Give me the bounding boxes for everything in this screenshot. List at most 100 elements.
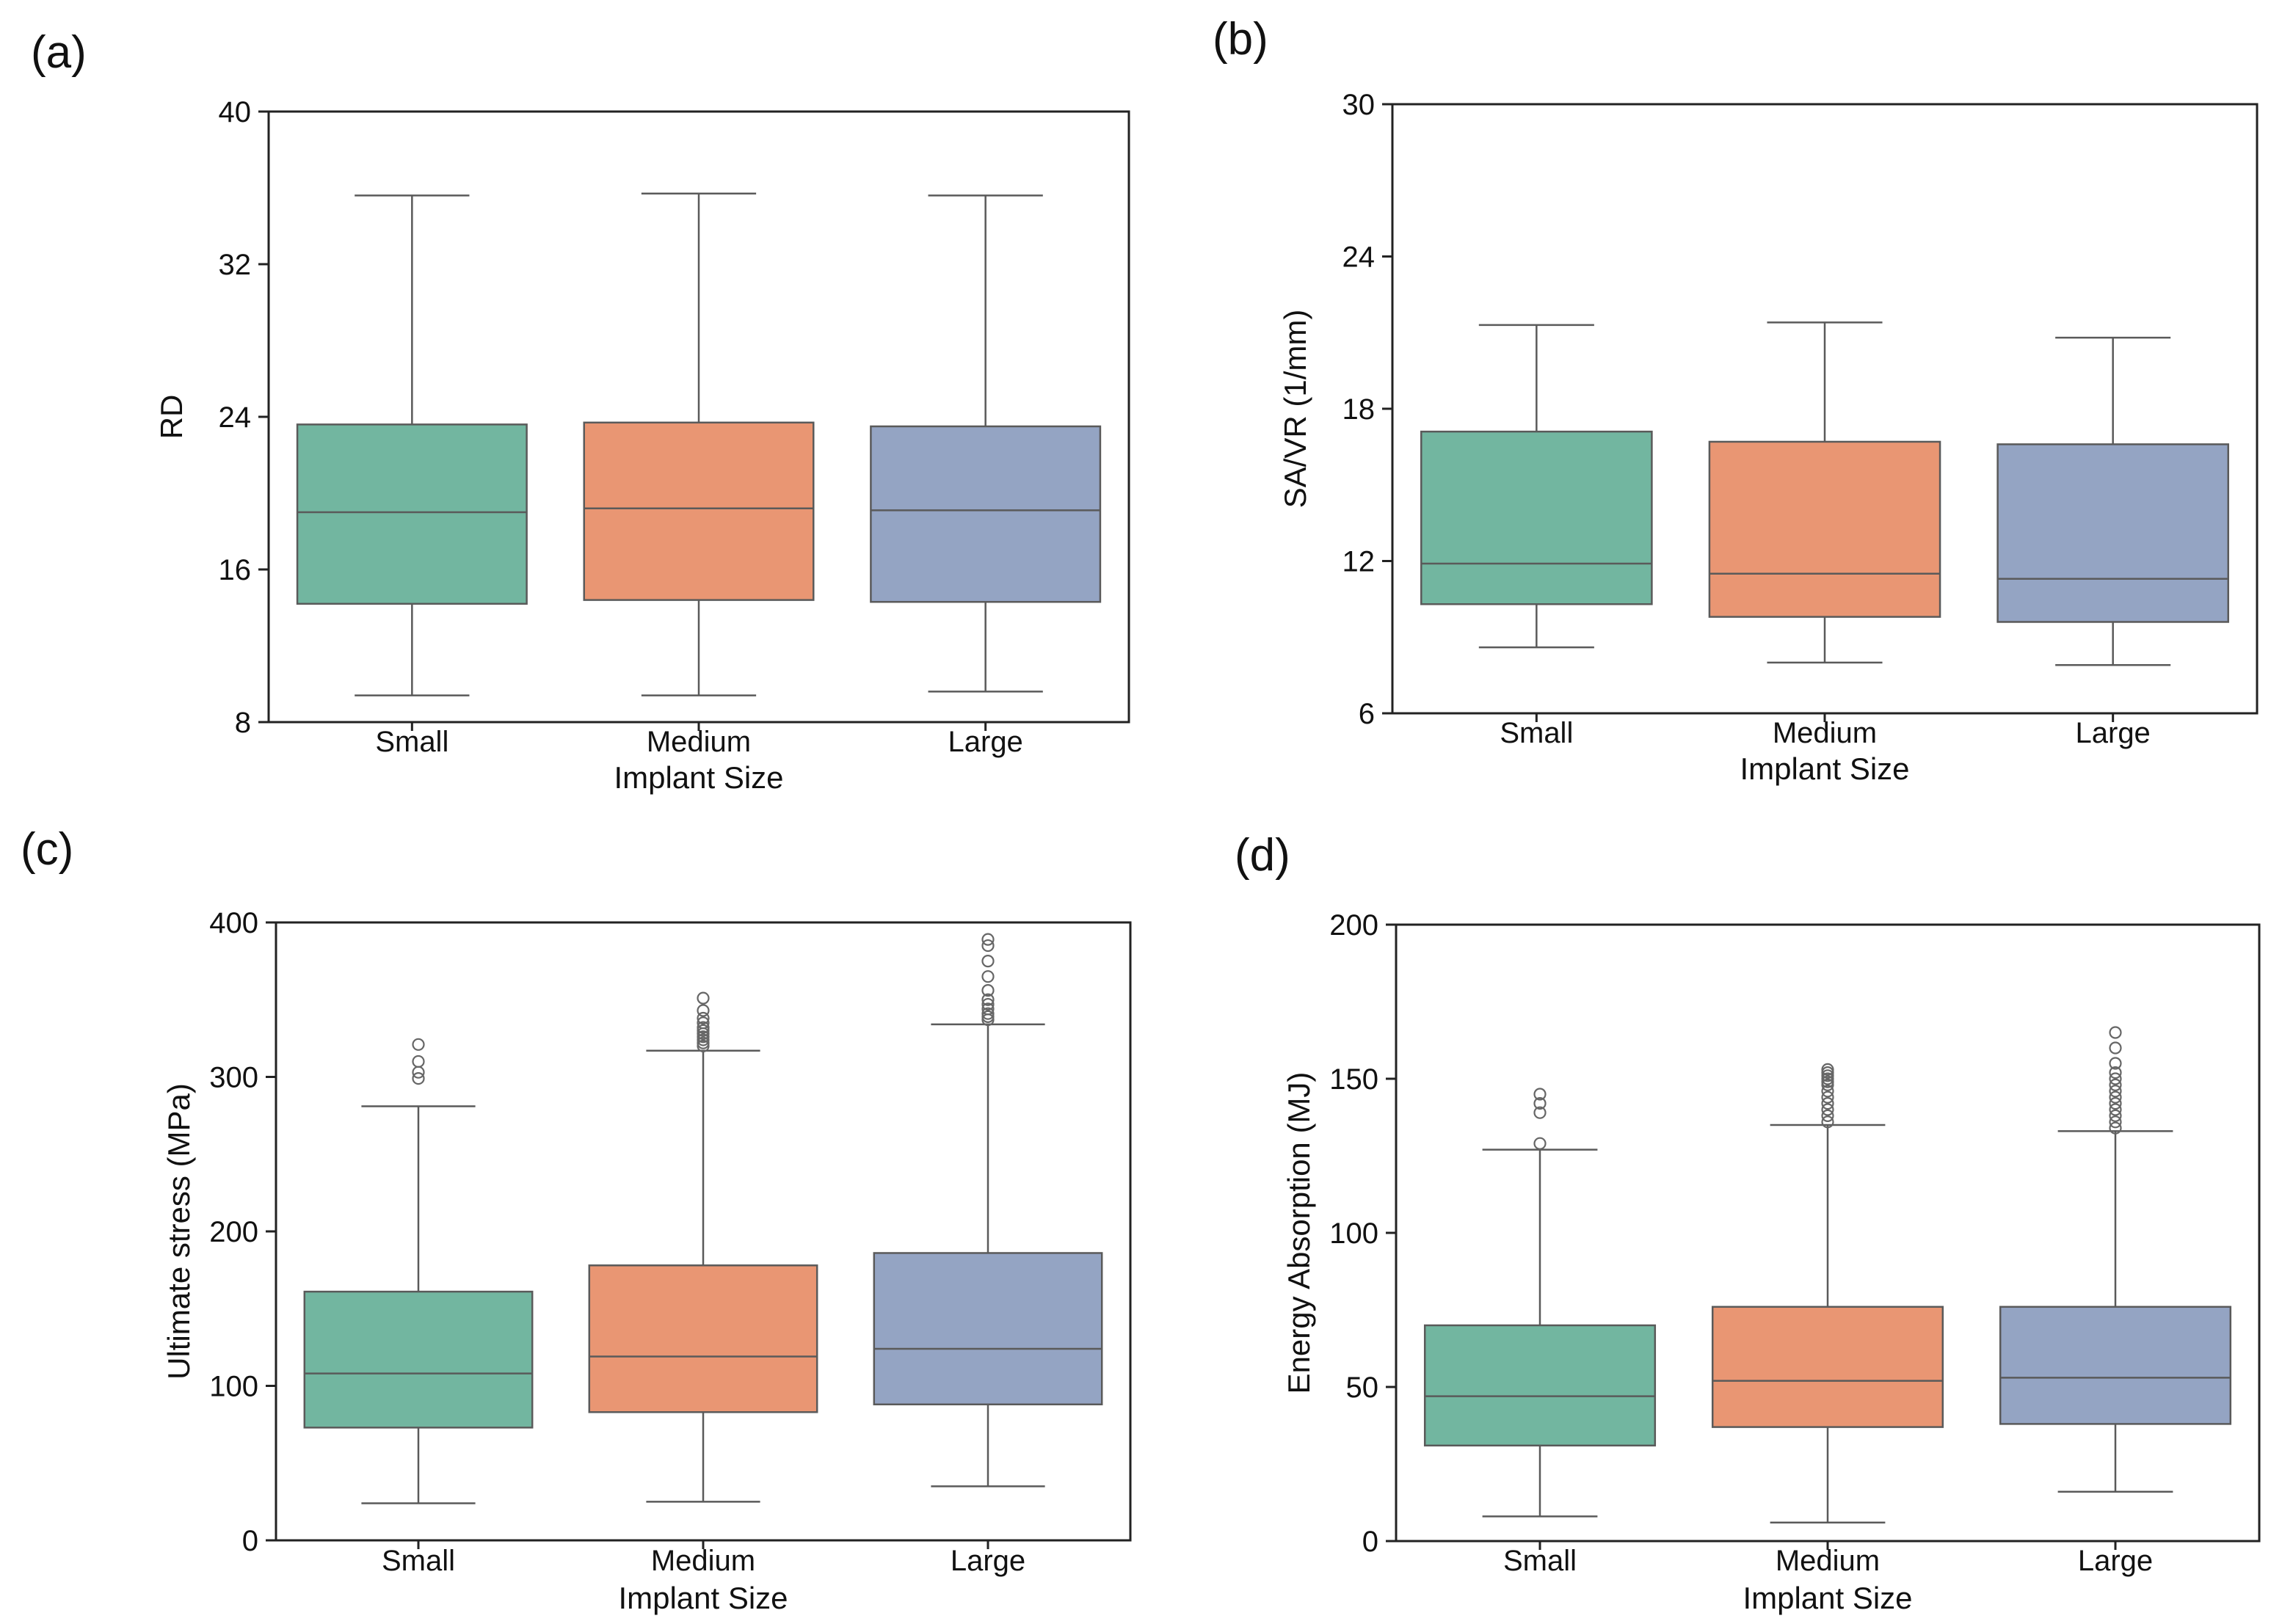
plot-frame xyxy=(1391,103,2259,715)
outlier-point xyxy=(2109,1085,2122,1098)
outlier-point xyxy=(2109,1057,2122,1070)
box-large xyxy=(1999,1026,2232,1493)
y-tick-label: 200 xyxy=(209,1216,258,1248)
outlier-point xyxy=(981,939,995,953)
iqr-box xyxy=(583,421,815,601)
box-medium xyxy=(588,991,818,1503)
y-tick-label: 400 xyxy=(209,907,258,939)
x-tick-label: Small xyxy=(375,726,448,758)
x-tick-label: Large xyxy=(948,726,1023,758)
outlier-point xyxy=(981,955,995,968)
outlier-point xyxy=(412,1072,425,1085)
outlier-point xyxy=(2109,1078,2122,1092)
outlier-point xyxy=(697,991,710,1005)
box-medium xyxy=(1708,321,1941,664)
x-tick-label: Large xyxy=(951,1545,1025,1577)
y-tick-label: 12 xyxy=(1342,546,1376,578)
outlier-point xyxy=(412,1038,425,1051)
y-axis-title: RD xyxy=(154,395,189,440)
box-small xyxy=(1420,324,1653,649)
outlier-point xyxy=(697,1021,710,1034)
y-tick-label: 30 xyxy=(1342,89,1376,121)
y-tick-label: 24 xyxy=(219,401,252,434)
x-tick-label: Medium xyxy=(1776,1545,1880,1577)
y-axis-title: Ultimate stress (MPa) xyxy=(161,1083,196,1380)
box-medium xyxy=(583,192,815,696)
x-axis-title: Implant Size xyxy=(618,1581,788,1615)
outlier-point xyxy=(1821,1115,1834,1129)
box-large xyxy=(1996,336,2229,666)
box-large xyxy=(870,194,1102,693)
plot-frame xyxy=(1395,923,2261,1543)
outlier-point xyxy=(981,1007,995,1020)
x-tick-label: Large xyxy=(2076,717,2151,749)
outlier-point xyxy=(697,1036,710,1049)
x-tick-label: Small xyxy=(1503,1545,1577,1577)
x-tick-label: Small xyxy=(382,1545,455,1577)
y-tick-label: 100 xyxy=(209,1371,258,1403)
outlier-point xyxy=(697,1004,710,1017)
y-tick-label: 6 xyxy=(1359,698,1375,730)
y-tick-label: 40 xyxy=(219,96,252,128)
outlier-point xyxy=(2109,1090,2122,1104)
panel-label: (d) xyxy=(1235,830,1290,881)
x-axis-title: Implant Size xyxy=(1743,1581,1912,1615)
outlier-point xyxy=(2109,1103,2122,1116)
y-tick-label: 0 xyxy=(1362,1526,1378,1558)
box-small xyxy=(296,194,528,696)
y-tick-label: 0 xyxy=(242,1525,258,1557)
y-tick-label: 300 xyxy=(209,1062,258,1094)
y-tick-label: 32 xyxy=(219,249,252,281)
y-tick-label: 18 xyxy=(1342,393,1376,426)
outlier-point xyxy=(412,1055,425,1068)
outlier-point xyxy=(697,1024,710,1037)
panel-label: (a) xyxy=(31,27,87,78)
outlier-point xyxy=(1533,1137,1547,1150)
outlier-point xyxy=(2109,1096,2122,1110)
x-axis-title: Implant Size xyxy=(614,760,783,795)
x-tick-label: Large xyxy=(2078,1545,2153,1577)
plot-frame xyxy=(275,921,1132,1542)
x-axis-title: Implant Size xyxy=(1740,751,1909,786)
iqr-box xyxy=(303,1290,534,1429)
chart-panel-1: (a) 8 16 24 32 40 RD Small Medium Large Implant Si… xyxy=(31,27,1130,795)
outlier-point xyxy=(2109,1072,2122,1085)
iqr-box xyxy=(873,1252,1103,1406)
outlier-point xyxy=(2109,1066,2122,1079)
x-tick-label: Medium xyxy=(647,726,751,758)
chart-panel-2: (b) 6 12 18 24 30 SA/VR (1/mm) Small Medium Large… xyxy=(1213,14,2259,786)
box-medium xyxy=(1711,1063,1944,1524)
outlier-point xyxy=(1821,1063,1834,1077)
box-small xyxy=(1423,1088,1657,1518)
x-tick-label: Medium xyxy=(1773,717,1877,749)
x-tick-label: Medium xyxy=(651,1545,755,1577)
y-axis-title: SA/VR (1/mm) xyxy=(1278,310,1312,509)
outlier-point xyxy=(1533,1106,1547,1119)
outlier-point xyxy=(1821,1085,1834,1098)
outlier-point xyxy=(981,993,995,1006)
outlier-point xyxy=(697,1033,710,1046)
outlier-point xyxy=(2109,1026,2122,1039)
outlier-point xyxy=(2109,1121,2122,1135)
outlier-point xyxy=(1821,1109,1834,1123)
outlier-point xyxy=(2109,1115,2122,1129)
plot-frame xyxy=(267,110,1130,724)
iqr-box xyxy=(1999,1306,2232,1425)
outlier-point xyxy=(2109,1109,2122,1123)
y-tick-label: 200 xyxy=(1329,909,1378,942)
outlier-point xyxy=(981,933,995,946)
iqr-box xyxy=(588,1264,818,1413)
y-tick-label: 24 xyxy=(1342,241,1376,274)
outlier-point xyxy=(1821,1103,1834,1116)
outlier-point xyxy=(1533,1096,1547,1110)
x-tick-label: Small xyxy=(1500,717,1573,749)
outlier-point xyxy=(981,970,995,983)
y-axis-title: Energy Absorption (MJ) xyxy=(1282,1072,1316,1394)
outlier-point xyxy=(2109,1041,2122,1055)
outlier-point xyxy=(981,1002,995,1016)
iqr-box xyxy=(296,423,528,605)
outlier-point xyxy=(1821,1096,1834,1110)
panel-label: (b) xyxy=(1213,14,1268,65)
outlier-point xyxy=(697,1039,710,1053)
